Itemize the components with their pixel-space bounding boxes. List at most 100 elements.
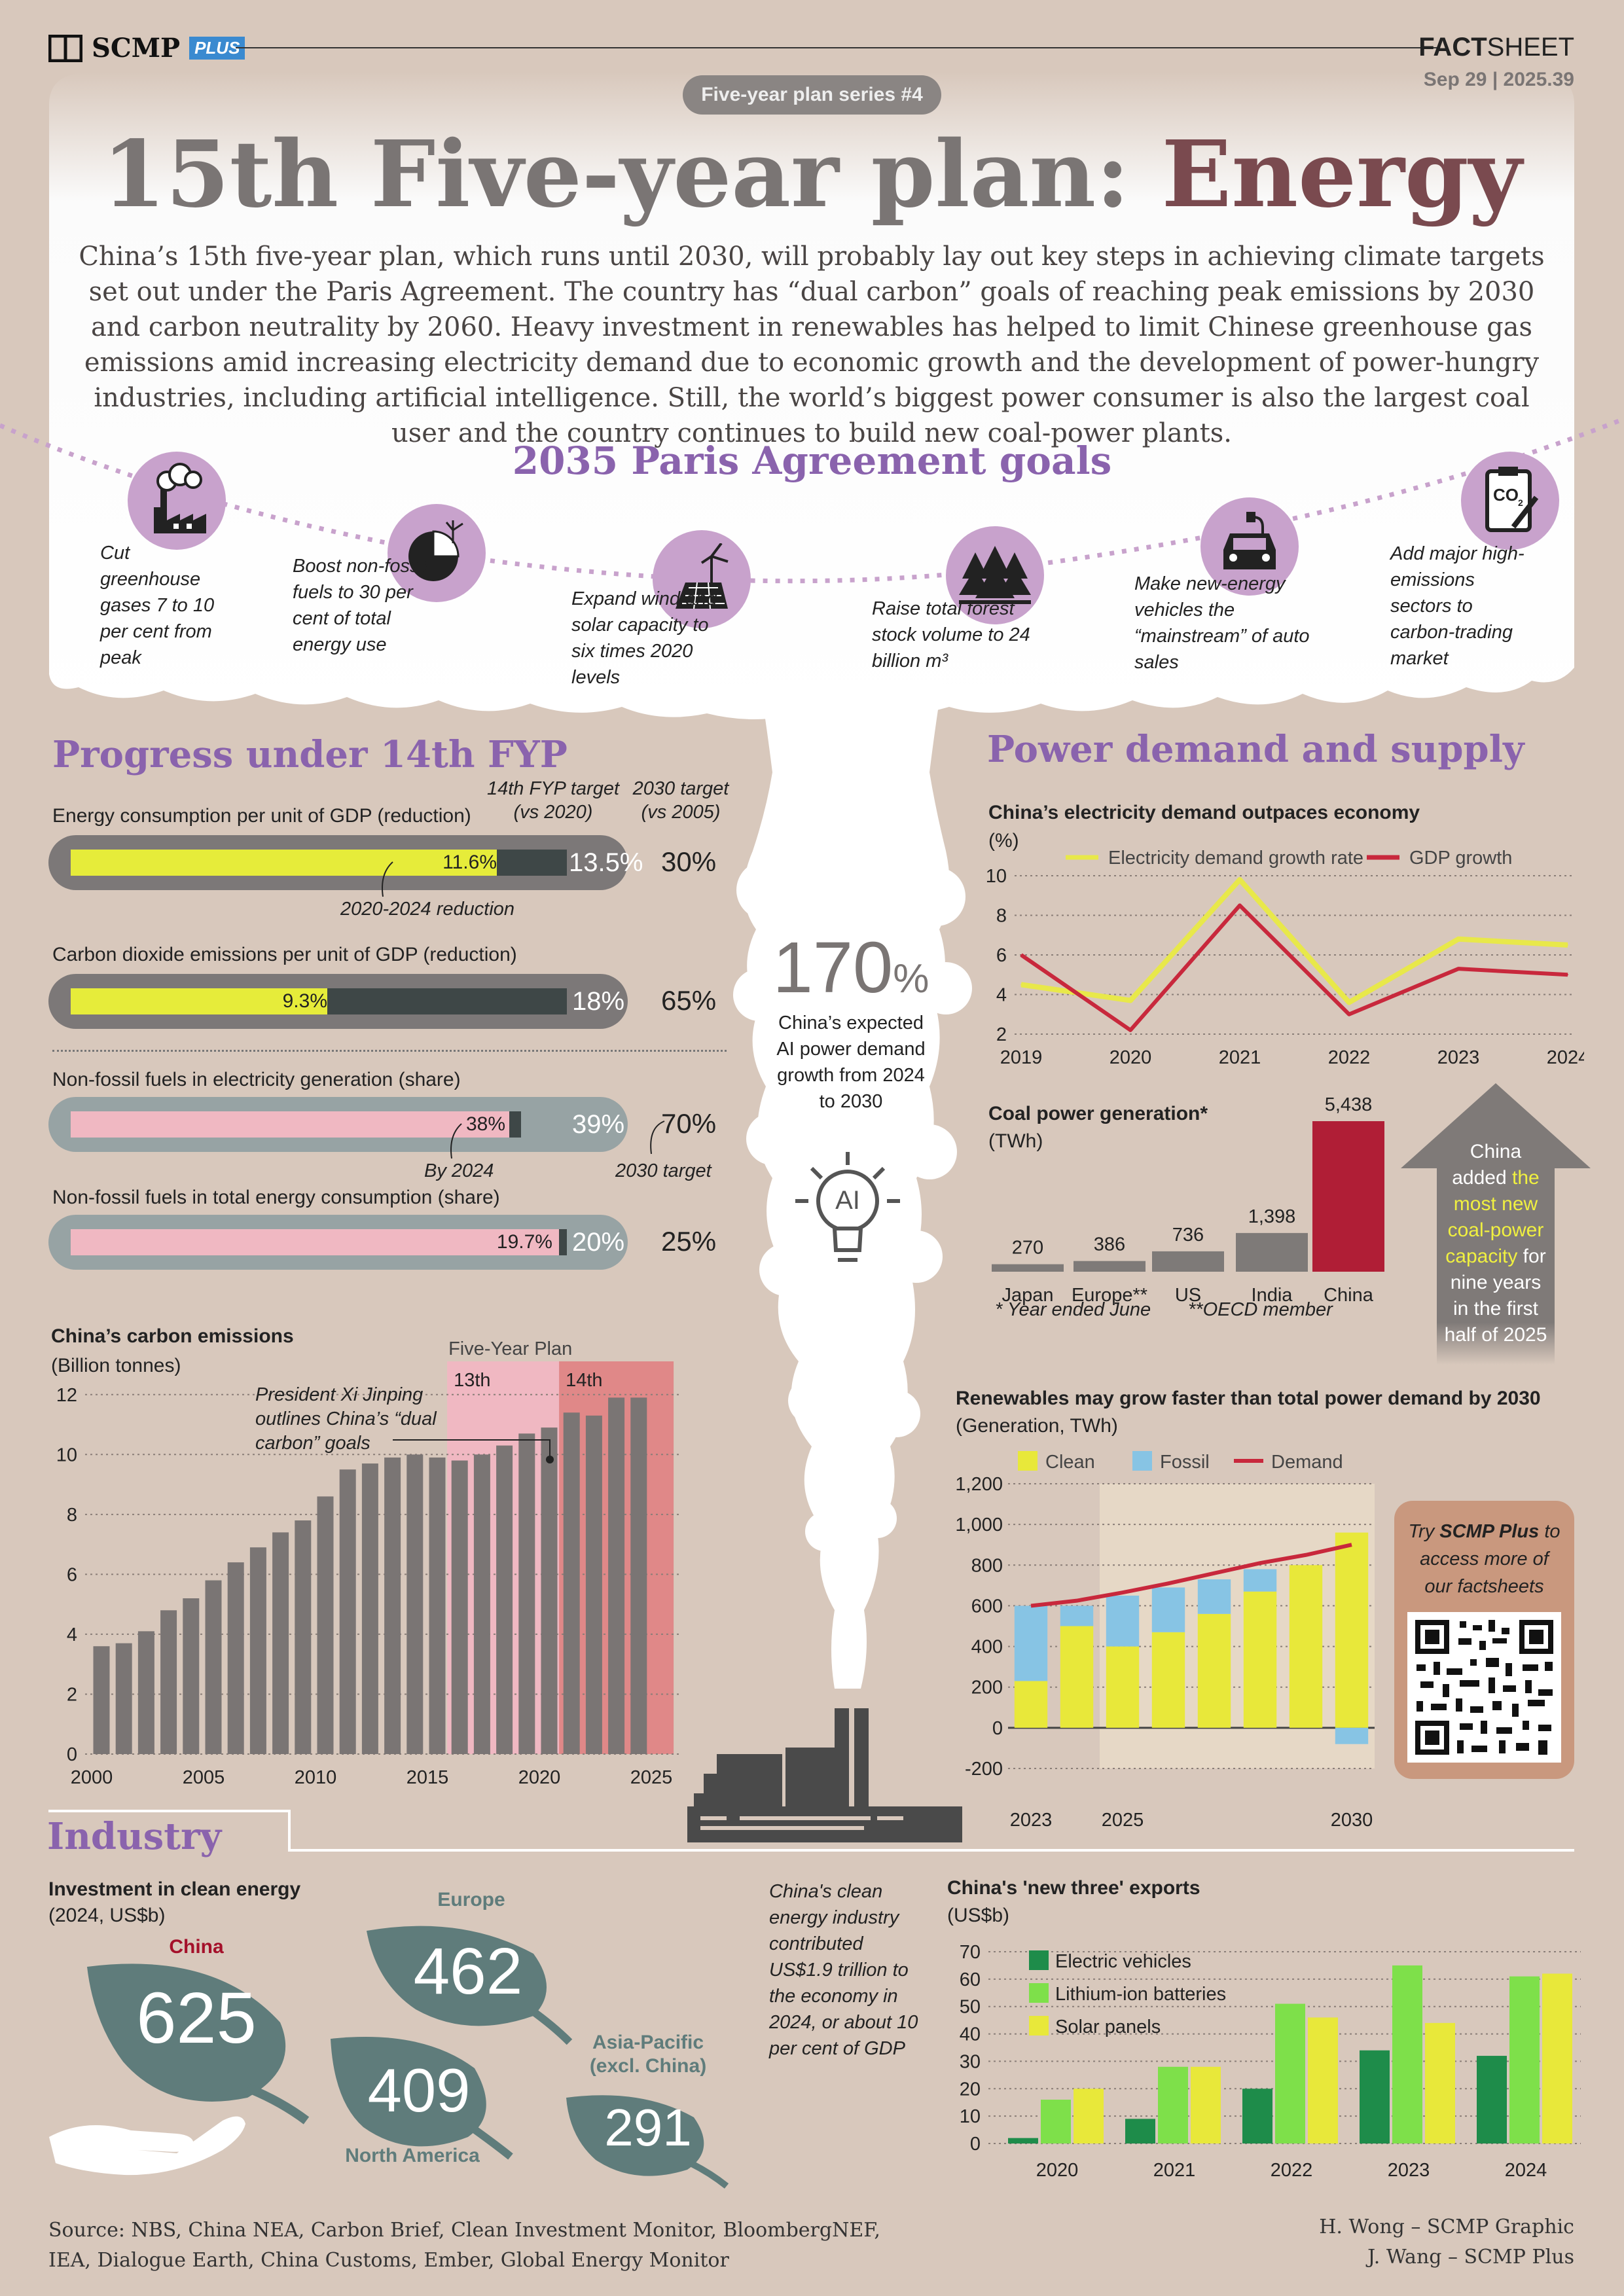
fossil-bar [1106,1595,1140,1647]
bar-value-label: 5,438 [1325,1094,1373,1115]
ai-bulb-icon [795,1152,900,1262]
issue-date: Sep 29 | 2025.39 [1423,69,1574,90]
coal-arrow-shape [1401,1083,1591,1365]
x-tick-label: 2021 [1219,1047,1261,1068]
bar-value-label: 736 [1172,1225,1204,1246]
credit-graphic: H. Wong – SCMP Graphic [1319,2215,1574,2238]
annotation-marker [546,1456,554,1463]
data-point [1130,999,1131,1001]
source-note: Source: NBS, China NEA, Carbon Brief, Cl… [48,2219,880,2272]
progress-actual-4: 19.7% [496,1231,552,1253]
emission-bar-2005 [205,1580,222,1754]
power-title: Power demand and supply [987,728,1525,771]
legend-label: Lithium-ion batteries [1055,1984,1226,2005]
coal-title: Coal power generation* [988,1103,1208,1124]
progress-label-2: Carbon dioxide emissions per unit of GDP… [52,944,517,965]
progress-2030-2: 65% [661,985,717,1016]
invest-title: Investment in clean energy [48,1878,301,1900]
emission-bar-2004 [183,1598,200,1754]
y-tick-label: 0 [992,1718,1003,1739]
emission-bar-2000 [93,1646,110,1754]
y-tick-label: 70 [960,1942,981,1963]
paris-title: 2035 Paris Agreement goals [512,439,1112,483]
legend-label: GDP growth [1409,848,1512,869]
leaf-north-america [331,2037,513,2160]
title-accent: Energy [1161,121,1523,228]
title-main: 15th Five-year plan: [101,121,1162,228]
progress-actual-fill-4 [71,1229,559,1255]
progress-2030-1: 30% [661,846,717,877]
demand-title: China’s electricity demand outpaces econ… [988,802,1420,823]
promo-text-post: to access more of our factsheets [1420,1521,1561,1597]
y-tick-label: 0 [970,2134,981,2155]
industry-rule [288,1849,1574,1852]
invest-label-europe: Europe [437,1889,505,1910]
ai-unit: % [893,956,929,1001]
note-line-2020-2024 [382,861,393,897]
goal-text-2: Boost non-fossil fuels to 30 per cent of… [293,556,428,655]
header-rule [236,47,1440,48]
leaf-asia-pacific [566,2095,729,2189]
export-bar [1392,1965,1422,2144]
export-bar [1158,2066,1188,2144]
data-point [1348,1001,1350,1003]
progress-actual-fill-2 [71,988,327,1014]
plan-period-label: 14th [566,1370,602,1391]
export-bar [1477,2056,1507,2144]
x-tick-label: 2020 [518,1767,561,1788]
y-tick-label: 400 [971,1637,1003,1658]
factsheet-rest: SHEET [1487,33,1574,62]
invest-value-china: 625 [136,1978,257,2058]
legend-swatch [1132,1451,1152,1471]
emission-bar-2010 [317,1496,334,1754]
y-tick-label: 4 [996,985,1007,1006]
progress-actual-fill-3 [71,1111,509,1138]
col-header-2030: 2030 target (vs 2005) [632,778,729,823]
demand-line [1030,1543,1352,1608]
invest-label-asia-pacific: Asia-Pacific (excl. China) [589,2032,707,2077]
note-by2024: By 2024 [424,1160,494,1181]
legend-label: Demand [1271,1452,1343,1473]
y-tick-label: 60 [960,1969,981,1990]
y-tick-label: 30 [960,2051,981,2072]
qr-code-icon[interactable] [1407,1612,1561,1763]
x-tick-label: 2019 [1000,1047,1043,1068]
progress-bar-1: 11.6% 13.5% [48,835,643,890]
fossil-bar [1060,1605,1094,1626]
emission-bar-2017 [473,1454,490,1754]
invest-value-asia-pacific: 291 [604,2098,692,2157]
fossil-bar [1014,1605,1048,1681]
co2-clipboard-icon: CO 2 [1461,452,1559,550]
category-label: Japan [1001,1285,1053,1306]
invest-label-china: China [169,1936,224,1958]
goal-text-6: Add major high-emissions sectors to carb… [1390,543,1525,669]
y-tick-label: 10 [986,866,1007,887]
progress-actual-3: 38% [465,1113,505,1135]
x-tick-label: 2000 [71,1767,113,1788]
emission-bar-2018 [496,1445,513,1754]
y-tick-label: 10 [960,2106,981,2127]
y-tick-label: 6 [996,945,1007,966]
emission-bar-2013 [384,1457,401,1754]
goal-text-4: Raise total forest stock volume to 24 bi… [872,598,1030,672]
invest-value-europe: 462 [413,1935,523,2008]
y-tick-label: 1,200 [956,1474,1003,1495]
promo-box[interactable]: Try SCMP Plus to access more of our fact… [1394,1501,1574,1779]
factory-icon [128,452,226,550]
progress-bar-4: 19.7% 20% [48,1215,628,1270]
x-tick-label: 2030 [1331,1810,1373,1831]
progress-2030-3: 70% [661,1108,717,1139]
x-tick-label: 2023 [1010,1810,1053,1831]
ai-text: China’s expected AI power demand growth … [776,1013,926,1112]
bar-value-label: 1,398 [1248,1206,1296,1227]
progress-label-3: Non-fossil fuels in electricity generati… [52,1069,461,1090]
credit-plus: J. Wang – SCMP Plus [1367,2246,1574,2269]
ai-value: 170 [772,927,893,1008]
progress-label-1: Energy consumption per unit of GDP (redu… [52,805,471,827]
promo-text: Try SCMP Plus to access more of our fact… [1404,1518,1564,1600]
x-tick-label: 2024 [1547,1047,1584,1068]
y-tick-label: 200 [971,1677,1003,1698]
scmp-logo[interactable]: SCMP PLUS [48,33,245,63]
industry-title: Industry [47,1815,222,1858]
emission-bar-2016 [451,1460,468,1754]
